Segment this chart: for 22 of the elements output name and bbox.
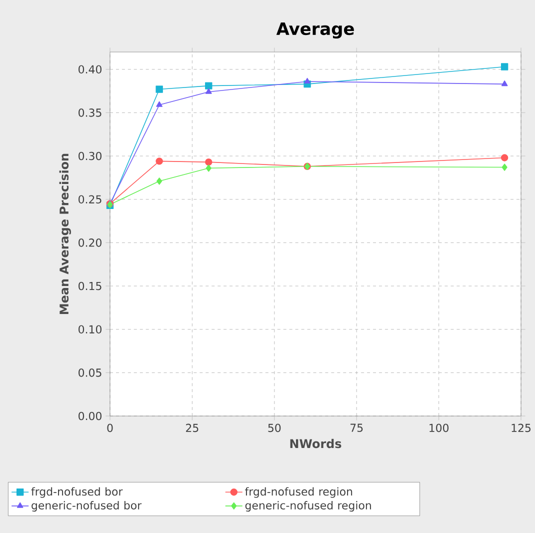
x-axis-title: NWords <box>290 438 342 448</box>
y-tick-label: 0.10 <box>78 325 102 334</box>
y-tick-label: 0.00 <box>78 412 102 420</box>
x-tick-label: 0 <box>107 424 113 432</box>
x-tick-label: 25 <box>186 424 198 432</box>
legend-label: generic-nofused region <box>245 501 371 512</box>
y-tick-label: 0.30 <box>78 152 102 160</box>
y-tick-label: 0.35 <box>78 108 102 117</box>
y-tick-label: 0.15 <box>78 282 102 290</box>
chart-title: Average <box>276 22 354 39</box>
x-tick-label: 75 <box>350 424 363 432</box>
x-tick-label: 100 <box>430 424 449 432</box>
y-tick-label: 0.40 <box>78 65 102 74</box>
x-tick-label: 125 <box>512 424 530 432</box>
legend-label: generic-nofused bor <box>32 501 142 512</box>
y-tick-label: 0.20 <box>78 238 102 247</box>
y-axis-title: Mean Average Precision <box>59 154 71 314</box>
legend-label: frgd-nofused bor <box>31 487 123 498</box>
legend-label: frgd-nofused region <box>245 487 352 498</box>
y-tick-label: 0.25 <box>78 195 102 204</box>
x-tick-label: 50 <box>268 424 281 432</box>
y-tick-label: 0.05 <box>78 368 102 377</box>
